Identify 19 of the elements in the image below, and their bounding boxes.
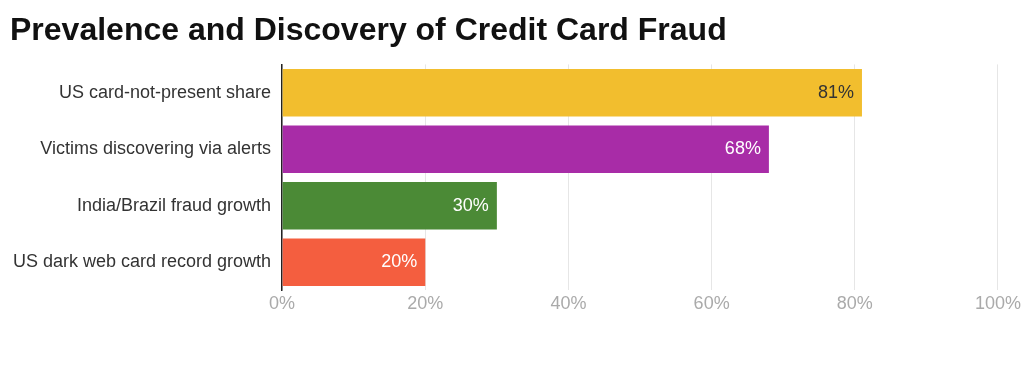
data-label: 20% bbox=[381, 251, 418, 272]
data-label: 81% bbox=[817, 81, 854, 102]
y-tick-label: Victims discovering via alerts bbox=[40, 138, 272, 159]
data-label: 68% bbox=[724, 138, 761, 159]
x-tick-label: 80% bbox=[836, 293, 873, 314]
x-tick-label: 100% bbox=[974, 293, 1021, 314]
bar bbox=[282, 68, 862, 117]
x-tick-label: 0% bbox=[269, 293, 296, 314]
x-tick-label: 60% bbox=[693, 293, 730, 314]
chart-title: Prevalence and Discovery of Credit Card Fraud bbox=[10, 11, 727, 48]
bar bbox=[282, 181, 497, 230]
y-tick-label: India/Brazil fraud growth bbox=[77, 194, 272, 215]
bar bbox=[282, 125, 769, 173]
y-tick-label: US dark web card record growth bbox=[13, 251, 272, 272]
x-tick-label: 20% bbox=[407, 293, 444, 314]
x-tick-label: 40% bbox=[550, 293, 587, 314]
y-tick-label: US card-not-present share bbox=[59, 81, 272, 102]
data-label: 30% bbox=[452, 194, 489, 215]
bar bbox=[282, 238, 426, 286]
